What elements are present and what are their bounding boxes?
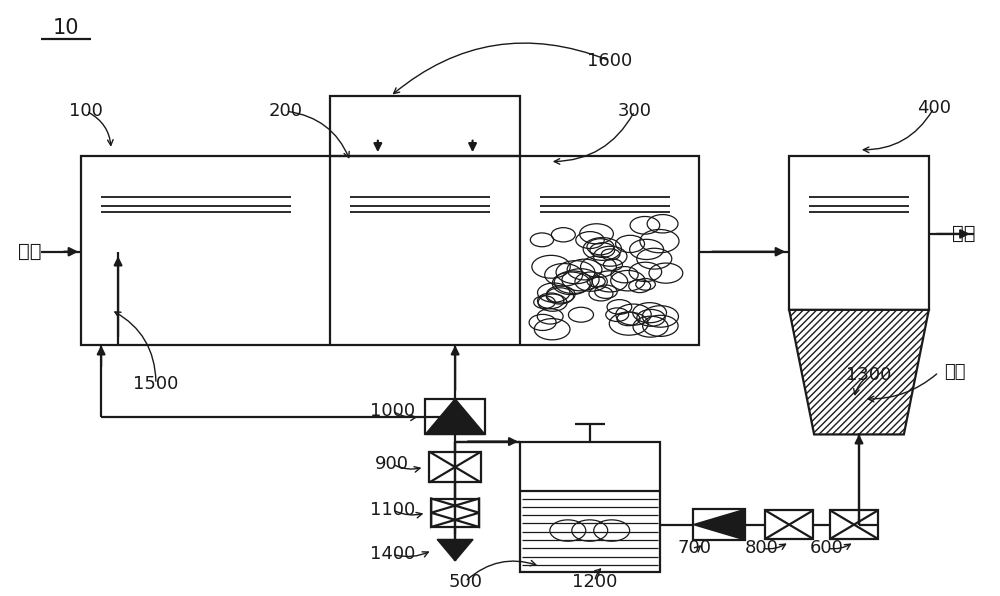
Text: 1600: 1600 — [587, 52, 632, 70]
Text: 700: 700 — [677, 539, 711, 557]
Bar — [520, 442, 660, 572]
Text: 1500: 1500 — [133, 375, 179, 393]
Text: 1000: 1000 — [370, 402, 415, 420]
Text: 100: 100 — [69, 102, 103, 120]
Bar — [431, 498, 479, 527]
Text: 1400: 1400 — [370, 545, 415, 563]
Text: 1200: 1200 — [572, 573, 617, 591]
Text: 10: 10 — [53, 18, 79, 38]
Polygon shape — [789, 310, 929, 434]
Text: 500: 500 — [448, 573, 482, 591]
Bar — [425, 399, 485, 434]
Text: 1100: 1100 — [370, 501, 415, 519]
Bar — [830, 510, 878, 539]
Text: 900: 900 — [375, 455, 409, 473]
Polygon shape — [437, 539, 473, 561]
Polygon shape — [425, 399, 485, 434]
Text: 外排: 外排 — [944, 363, 965, 381]
Bar — [429, 452, 481, 483]
Bar — [693, 509, 745, 540]
Text: 污水: 污水 — [18, 242, 41, 261]
Text: 300: 300 — [618, 102, 652, 120]
Bar — [330, 97, 520, 156]
Bar — [789, 156, 929, 310]
Polygon shape — [693, 509, 745, 540]
Text: 600: 600 — [810, 539, 844, 557]
Text: 400: 400 — [917, 99, 951, 117]
Text: 出水: 出水 — [952, 225, 975, 243]
Bar — [81, 156, 699, 346]
Text: 1300: 1300 — [846, 366, 892, 384]
Bar — [765, 510, 813, 539]
Text: 800: 800 — [744, 539, 778, 557]
Text: 200: 200 — [269, 102, 303, 120]
